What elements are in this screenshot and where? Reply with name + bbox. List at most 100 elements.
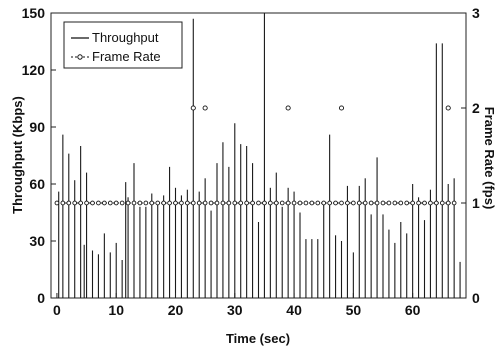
frame-rate-point <box>309 200 315 206</box>
frame-rate-point <box>250 200 255 206</box>
frame-rate-point <box>149 200 155 206</box>
y-tick-label: 60 <box>29 176 45 192</box>
y-tick-label: 90 <box>29 119 45 135</box>
frame-rate-point <box>208 200 214 206</box>
legend: Throughput Frame Rate <box>63 21 183 69</box>
y-tick-label: 150 <box>22 5 46 21</box>
x-axis-title: Time (sec) <box>226 331 290 346</box>
frame-rate-point <box>96 200 101 206</box>
frame-rate-point <box>66 200 72 206</box>
frame-rate-point <box>84 200 89 206</box>
frame-rate-point <box>445 200 451 206</box>
legend-throughput-label: Throughput <box>92 30 159 45</box>
frame-rate-point <box>333 200 338 206</box>
frame-rate-point <box>303 200 309 206</box>
frame-rate-point <box>362 200 368 206</box>
frame-rate-point <box>190 200 196 206</box>
throughput-bars <box>58 13 461 298</box>
frame-rate-point <box>125 200 131 206</box>
frame-rate-point <box>321 200 327 206</box>
frame-rate-point <box>214 200 220 206</box>
frame-rate-point <box>410 200 415 206</box>
frame-rate-point <box>327 200 332 206</box>
frame-rate-point <box>102 200 107 206</box>
y2-tick-label: 1 <box>472 195 480 211</box>
frame-rate-series <box>54 105 457 206</box>
y2-tick-label: 2 <box>472 100 480 116</box>
frame-rate-point <box>279 200 285 206</box>
frame-rate-point <box>202 105 208 111</box>
frame-rate-point <box>285 200 291 206</box>
frame-rate-point <box>345 200 350 206</box>
frame-rate-point <box>220 200 226 206</box>
x-tick-label: 10 <box>108 302 124 318</box>
frame-rate-point <box>268 200 273 206</box>
frame-rate-point <box>244 200 249 206</box>
frame-rate-point <box>179 200 184 206</box>
frame-rate-point <box>356 200 362 206</box>
frame-rate-point <box>368 200 374 206</box>
frame-rate-point <box>78 200 83 206</box>
frame-rate-point <box>428 200 433 206</box>
frame-rate-point <box>439 200 445 206</box>
frame-rate-point <box>273 200 279 206</box>
y2-tick-label: 3 <box>472 5 480 21</box>
frame-rate-point <box>392 200 398 206</box>
frame-rate-point <box>315 200 321 206</box>
frame-rate-point <box>54 200 60 206</box>
frame-rate-point <box>60 200 66 206</box>
frame-rate-point <box>404 200 410 206</box>
frame-rate-point <box>422 200 427 206</box>
frame-rate-point <box>445 105 451 111</box>
frame-rate-point <box>226 200 232 206</box>
frame-rate-point <box>185 200 190 206</box>
frame-rate-point <box>137 200 143 206</box>
y-axis-title: Throughput (Kbps) <box>10 96 25 214</box>
x-tick-label: 40 <box>286 302 302 318</box>
y2-tick-label: 0 <box>472 290 480 306</box>
y-tick-label: 0 <box>37 290 45 306</box>
frame-rate-point <box>238 200 244 206</box>
x-tick-label: 30 <box>227 302 243 318</box>
frame-rate-point <box>202 200 208 206</box>
frame-rate-point <box>167 200 172 206</box>
frame-rate-point <box>161 200 166 206</box>
legend-box <box>63 21 183 69</box>
frame-rate-point <box>107 200 113 206</box>
axes: 0 10 20 30 40 50 60 0 30 60 90 120 150 0 1 2 3 <box>22 5 480 318</box>
x-tick-label: 50 <box>346 302 362 318</box>
frame-rate-point <box>90 200 95 206</box>
frame-rate-point <box>338 105 345 111</box>
frame-rate-point <box>119 200 125 206</box>
frame-rate-point <box>143 200 149 206</box>
frame-rate-point <box>72 200 78 206</box>
y-tick-label: 120 <box>22 62 46 78</box>
legend-frame-rate-label: Frame Rate <box>92 49 161 64</box>
y-tick-label: 30 <box>29 233 45 249</box>
frame-rate-point <box>256 200 261 206</box>
frame-rate-point <box>386 200 392 206</box>
frame-rate-point <box>131 200 137 206</box>
frame-rate-point <box>434 200 439 206</box>
legend-frame-rate-marker <box>77 54 83 60</box>
frame-rate-point <box>232 200 238 206</box>
frame-rate-point <box>351 200 356 206</box>
frame-rate-point <box>451 200 457 206</box>
x-tick-label: 20 <box>168 302 184 318</box>
frame-rate-point <box>339 200 344 206</box>
y2-axis-title: Frame Rate (fps) <box>482 107 497 210</box>
frame-rate-point <box>155 200 161 206</box>
x-tick-label: 0 <box>53 302 61 318</box>
frame-rate-point <box>297 200 303 206</box>
frame-rate-point <box>398 200 404 206</box>
frame-rate-point <box>416 200 421 206</box>
frame-rate-point <box>291 200 297 206</box>
frame-rate-point <box>196 200 202 206</box>
frame-rate-point <box>113 200 119 206</box>
frame-rate-point <box>190 105 196 111</box>
frame-rate-point <box>285 105 291 111</box>
frame-rate-point <box>380 200 386 206</box>
frame-rate-point <box>173 200 178 206</box>
frame-rate-point <box>374 200 380 206</box>
